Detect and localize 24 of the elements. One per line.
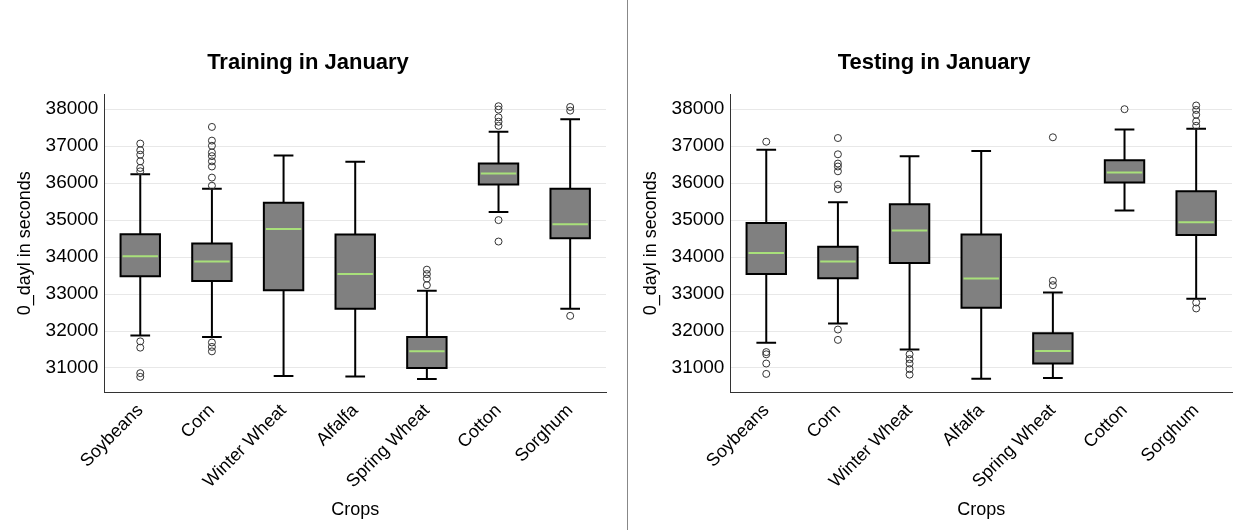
y-axis-title: 0_dayl in seconds [639, 171, 661, 316]
y-tick-label: 37000 [671, 134, 725, 156]
chart-title: Training in January [207, 49, 410, 75]
x-axis-title: Crops [957, 499, 1006, 520]
x-tick-label: Corn [176, 399, 219, 442]
y-tick-label: 31000 [45, 356, 99, 378]
y-tick-label: 36000 [45, 171, 99, 193]
chart-title: Testing in January [837, 49, 1032, 75]
y-tick-label: 31000 [671, 356, 725, 378]
y-tick-label: 32000 [45, 319, 99, 341]
y-tick-label: 34000 [671, 245, 725, 267]
y-tick-label: 35000 [45, 208, 99, 230]
y-tick-label: 33000 [45, 282, 99, 304]
x-tick-label: Corn [802, 399, 845, 442]
y-tick-label: 35000 [671, 208, 725, 230]
y-tick-label: 38000 [671, 97, 725, 119]
y-tick-label: 37000 [45, 134, 99, 156]
y-tick-label: 38000 [45, 97, 99, 119]
y-tick-label: 34000 [45, 245, 99, 267]
y-tick-label: 36000 [671, 171, 725, 193]
y-tick-label: 33000 [671, 282, 725, 304]
x-axis-title: Crops [331, 499, 380, 520]
y-axis-title: 0_dayl in seconds [13, 171, 35, 316]
y-tick-label: 32000 [671, 319, 725, 341]
